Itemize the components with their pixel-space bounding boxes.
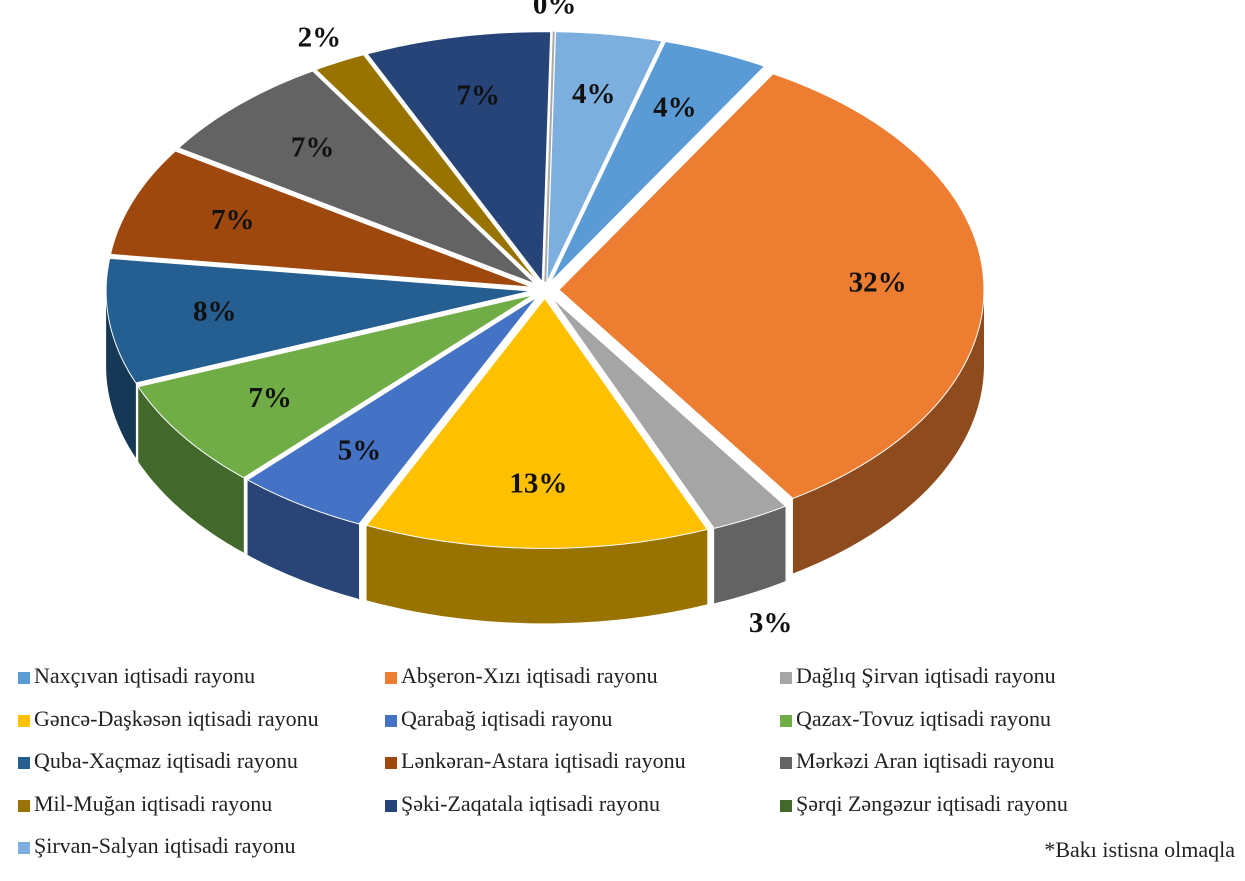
legend-label: Dağlıq Şirvan iqtisadi rayonu <box>796 663 1056 688</box>
slice <box>314 54 539 283</box>
data-label: 4% <box>572 78 616 110</box>
slice <box>177 70 536 285</box>
slice <box>246 296 538 525</box>
slice <box>551 297 787 529</box>
slice <box>109 150 533 288</box>
legend: Naxçıvan iqtisadi rayonu Abşeron-Xızı iqt… <box>18 663 1068 858</box>
data-label: 7% <box>291 131 335 163</box>
legend-label: Lənkəran-Astara iqtisadi rayonu <box>401 748 686 773</box>
slice-side <box>138 386 244 553</box>
slice <box>365 297 709 549</box>
slice <box>558 73 985 500</box>
legend-label: Şəki-Zaqatala iqtisadi rayonu <box>401 791 660 816</box>
slice <box>544 31 555 282</box>
legend-label: Qarabağ iqtisadi rayonu <box>401 706 612 731</box>
data-label: 3% <box>749 607 793 639</box>
legend-swatch <box>18 842 30 854</box>
legend-swatch <box>385 715 397 727</box>
legend-swatch <box>385 800 397 812</box>
slice-side <box>714 506 786 604</box>
slice-side <box>792 289 984 574</box>
data-label: 8% <box>193 296 237 328</box>
slice-side <box>247 479 360 599</box>
legend-label: Naxçıvan iqtisadi rayonu <box>34 663 255 688</box>
legend-label: Quba-Xaçmaz iqtisadi rayonu <box>34 748 298 773</box>
slice-side <box>366 525 708 624</box>
data-label: 32% <box>849 266 907 298</box>
data-label: 7% <box>211 204 255 236</box>
sides <box>106 289 984 624</box>
legend-swatch <box>780 672 792 684</box>
legend-swatch <box>18 715 30 727</box>
data-label: 7% <box>456 80 500 112</box>
data-label: 5% <box>338 434 382 466</box>
legend-label: Mərkəzi Aran iqtisadi rayonu <box>796 748 1054 773</box>
slice <box>546 31 663 282</box>
legend-label: Gəncə-Daşkəsən iqtisadi rayonu <box>34 706 319 731</box>
legend-swatch <box>18 800 30 812</box>
data-label: 7% <box>248 382 292 414</box>
data-label: 0% <box>533 0 577 20</box>
legend-label: Abşeron-Xızı iqtisadi rayonu <box>401 663 658 688</box>
legend-swatch <box>18 672 30 684</box>
slice <box>550 41 766 283</box>
tops <box>105 31 985 549</box>
legend-label: Qazax-Tovuz iqtisadi rayonu <box>796 706 1051 731</box>
slice <box>366 31 552 284</box>
legend-label: Mil-Muğan iqtisadi rayonu <box>34 791 272 816</box>
legend-swatch <box>18 757 30 769</box>
slice <box>137 294 534 479</box>
data-label: 13% <box>509 468 567 500</box>
data-label: 4% <box>653 91 697 123</box>
legend-swatch <box>780 757 792 769</box>
legend-swatch <box>780 715 792 727</box>
slice <box>105 257 532 384</box>
legend-swatch <box>780 800 792 812</box>
legend-label: Şirvan-Salyan iqtisadi rayonu <box>34 833 296 858</box>
legend-swatch <box>385 757 397 769</box>
slice-side <box>106 291 136 458</box>
data-label: 2% <box>298 21 342 53</box>
footnote: *Bakı istisna olmaqla <box>1044 837 1235 862</box>
legend-label: Şərqi Zəngəzur iqtisadi rayonu <box>796 791 1068 816</box>
legend-swatch <box>385 672 397 684</box>
labels: 4% 32% 3% 13% 5% 7% 8% 7% 7% 2% 7% 0% 4% <box>193 0 907 639</box>
